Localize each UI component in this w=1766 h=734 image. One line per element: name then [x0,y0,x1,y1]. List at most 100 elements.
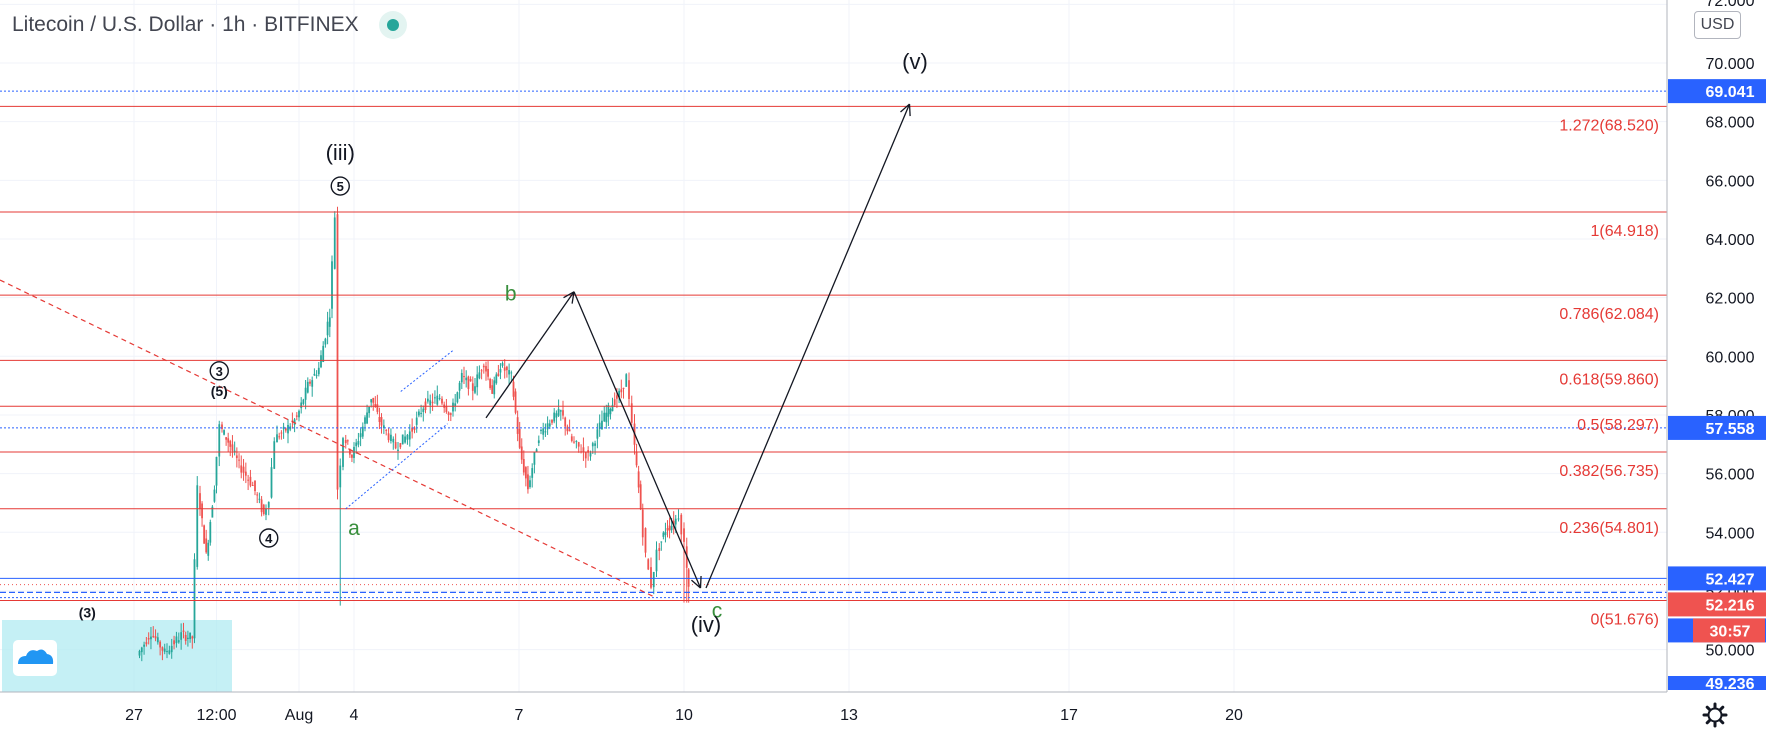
title-sep-1: · [203,13,223,36]
candle-body [203,525,206,544]
candle-body [145,642,148,645]
candle-body [209,522,212,543]
candle-body [668,525,671,531]
candle-body [370,399,373,403]
countdown-label: 30:57 [1710,623,1751,640]
candle-body [493,380,496,395]
price-label-box [1668,415,1766,440]
candle-body [613,399,616,405]
arrow-head [699,575,702,589]
candle-body [415,417,418,425]
candle-body [618,390,620,397]
blue-channel-upper [400,350,454,392]
candle-body [404,436,406,443]
time-tick: 12:00 [196,707,236,724]
price-tick: 66.000 [1706,173,1755,190]
candle-body [229,441,232,447]
candle-body [385,429,388,431]
candle-body [683,528,685,542]
candle-body [156,637,159,643]
arrow-head [908,104,911,117]
candle-body [328,317,331,327]
fib-label: 1.272(68.520) [1559,117,1659,134]
candle-body [187,637,189,640]
candle-body [647,559,650,570]
candle-body [544,431,547,433]
partial-label-box [1668,676,1766,690]
candle-body [336,214,339,490]
settings-gear-icon[interactable] [1700,700,1730,730]
candle-body [408,431,411,440]
candle-body [607,405,610,417]
candle-body [429,400,432,406]
candle-body [510,372,513,374]
candle-body [311,380,314,387]
candle-body [251,485,254,487]
price-tick: 50.000 [1706,643,1755,660]
candle-body [568,429,571,432]
candle-body [644,528,647,553]
candle-body [501,363,504,366]
candle-body [441,398,443,404]
candle-body [306,381,309,393]
candle-body [562,410,564,416]
time-tick: 10 [675,707,693,724]
wave-label: (v) [902,49,928,74]
wave-label: a [348,517,360,540]
candle-body [240,465,243,473]
candle-body [199,493,201,509]
candle-body [201,503,203,519]
candle-body [570,436,573,441]
time-tick: 13 [840,707,858,724]
candle-body [598,422,601,429]
candle-body [374,403,377,408]
candle-body [582,447,585,452]
candle-body [387,433,390,441]
candle-body [531,468,534,478]
candle-body [304,387,307,400]
candle-body [143,644,145,647]
candle-body [227,438,230,443]
candle-body [670,526,673,531]
candle-body [460,373,463,383]
candle-body [392,438,395,443]
candle-body [364,417,366,424]
candle-body [480,370,483,372]
price-label-box [1668,79,1766,104]
candle-body [411,427,414,432]
market-status-icon[interactable] [378,11,407,39]
projection-arrows [485,103,911,589]
candle-body [601,420,603,430]
candle-body [359,433,362,438]
candle-body [680,514,683,535]
price-tick: 60.000 [1706,349,1755,366]
price-tick: 68.000 [1706,115,1755,132]
candle-body [317,367,320,375]
wave-label: 5 [337,179,344,194]
interval-label[interactable]: 1h [222,13,246,36]
candle-body [376,404,379,412]
candle-body [289,426,292,430]
candle-body [394,442,397,449]
candle-body [456,392,459,403]
candle-body [276,434,278,443]
candle-body [630,403,633,423]
symbol-title[interactable]: Litecoin / U.S. Dollar [12,13,204,36]
candle-body [397,449,399,451]
candle-body [666,528,669,531]
candle-body [215,456,218,486]
candle-body [520,446,523,460]
candle-body [469,378,472,382]
currency-button[interactable]: USD [1694,11,1741,39]
candle-body [546,423,549,430]
candle-body [589,452,592,457]
candle-body [244,471,247,476]
price-tick: 64.000 [1706,232,1755,249]
candle-body [287,424,289,434]
candle-body [258,498,261,500]
candle-body [518,429,521,448]
candle-body [527,474,529,490]
candle-body [315,375,318,377]
candle-body [620,389,623,393]
